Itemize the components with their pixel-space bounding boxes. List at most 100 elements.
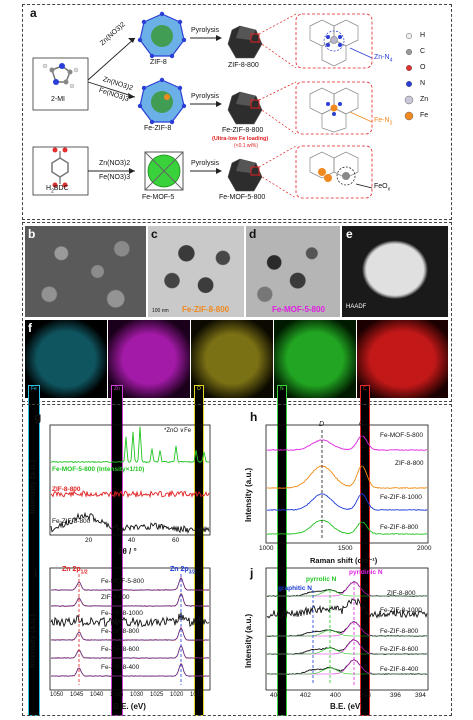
i-xlabel: B.E. (eV) [113, 702, 146, 711]
legend-zn: Zn [420, 96, 429, 103]
j-ylabel: Intensity (a.u.) [244, 613, 253, 668]
panel-h-label: h [250, 410, 258, 424]
g-series-fe-mof5: Fe-MOF-5-800 (Intensity×1/10) [52, 466, 145, 473]
i-peak-zn2p32: Zn 2p3/2 [170, 566, 196, 576]
j-series-fe-zif8-800: Fe-ZIF-8-800 [380, 628, 419, 635]
panel-a-graphic [32, 11, 414, 199]
legend-n: N [420, 80, 426, 87]
j-series-fe-zif8-400: Fe-ZIF-8-400 [380, 666, 419, 673]
i-series-fe-zif8-400: Fe-ZIF-8-400 [101, 664, 140, 671]
j-xlabel: B.E. (eV) [330, 702, 363, 711]
i-tick-1035: 1035 [110, 692, 124, 698]
i-series-fe-zif8-1000: Fe-ZIF-8-1000 [101, 610, 143, 617]
tem-image-c [148, 226, 244, 317]
j-tick-398: 398 [360, 692, 371, 699]
h-xlabel: Raman shift (cm⁻¹) [310, 556, 378, 565]
molecule-bdc-icon [51, 147, 69, 188]
legend-fe: Fe [420, 112, 429, 119]
haadf-label: HAADF [346, 304, 367, 310]
h-series-fe-zif8-800: Fe-ZIF-8-800 [380, 524, 419, 531]
i-tick-1040: 1040 [90, 692, 104, 698]
scalebar-c: 100 nm [152, 308, 169, 314]
mof-fe-mof5-label: Fe-MOF-5 [142, 194, 175, 201]
h-tick-1000: 1000 [259, 545, 274, 552]
product-fe-mof5-800: Fe-MOF-5-800 [219, 194, 266, 201]
g-tick-20: 20 [85, 537, 93, 544]
j-peak-pyrrolic: pyrrolic N [306, 576, 337, 583]
i-series-fe-zif8-600: Fe-ZIF-8-600 [101, 646, 140, 653]
site-feox-label: FeOx [374, 183, 391, 193]
j-peak-pyridinic: pyridinic N [349, 569, 383, 576]
product-fe-zif8-800: Fe-ZIF-8-800 [222, 127, 264, 134]
caption-fe-zif8-800: Fe-ZIF-8-800 [182, 305, 230, 314]
caption-fe-mof5-800: Fe-MOF-5-800 [272, 305, 325, 314]
panel-a-schematic [22, 4, 452, 220]
h-peak-g: G [359, 421, 365, 428]
g-ylabel: Intensity (a.u.) [28, 459, 37, 514]
h-tick-2000: 2000 [417, 545, 432, 552]
j-series-fe-zif8-1000: Fe-ZIF-8-1000 [380, 607, 422, 614]
lattice-zn-n4-icon [309, 19, 359, 67]
route3-reagent-zn: Zn(NO3)2 [99, 160, 131, 167]
i-tick-1015: 1015 [190, 692, 204, 698]
eds-map-c [357, 320, 448, 398]
h-tick-1500: 1500 [338, 545, 353, 552]
sem-image-b [25, 226, 146, 317]
j-peak-graphitic: graphitic N [278, 585, 312, 592]
panel-g-label: g [34, 410, 42, 424]
site-fe-n3-label: Fe-N3 [374, 117, 393, 127]
i-series-zif8-800: ZIF-8-800 [101, 594, 130, 601]
i-tick-1050: 1050 [50, 692, 64, 698]
zoom-box-zn-n4 [295, 13, 373, 69]
haadf-image-e [342, 226, 448, 317]
zif8-crystal-icon [137, 11, 187, 59]
lattice-fe-n3-icon [309, 87, 359, 133]
zoom-box-fe-n3 [295, 81, 373, 135]
tem-image-d [246, 226, 340, 317]
fe-mof5-800-particle-icon [227, 158, 263, 192]
pyrolysis-label-3: Pyrolysis [191, 160, 220, 167]
h-series-zif8-800: ZIF-8-800 [395, 460, 424, 467]
g-tick-40: 40 [128, 537, 136, 544]
h-series-fe-zif8-1000: Fe-ZIF-8-1000 [380, 494, 422, 501]
i-ylabel: Intensity (a.u.) [28, 613, 37, 668]
j-tick-396: 396 [390, 692, 401, 699]
panel-a-label: a [30, 6, 37, 20]
j-series-fe-zif8-600: Fe-ZIF-8-600 [380, 646, 419, 653]
i-tick-1020: 1020 [170, 692, 184, 698]
eds-map-n [274, 320, 356, 398]
j-tick-404: 404 [270, 692, 281, 699]
panel-e-label: e [346, 227, 353, 241]
g-series-fe-zif8-800: Fe-ZIF-8-800 [52, 518, 91, 525]
j-tick-394: 394 [415, 692, 426, 699]
precursor-bdc-label: H2BDC [46, 185, 69, 195]
fe-zif8-800-particle-icon [227, 91, 263, 125]
legend-c: C [420, 48, 426, 55]
site-zn-n4-label: Zn-N4 [374, 54, 393, 64]
route3-reagent-fe: Fe(NO3)3 [99, 174, 131, 181]
i-series-fe-zif8-800: Fe-ZIF-8-800 [101, 628, 140, 635]
precursor-2mi-label: 2-MI [51, 96, 65, 103]
panel-d-label: d [249, 227, 257, 241]
i-tick-1045: 1045 [70, 692, 84, 698]
panel-c-label: c [151, 227, 158, 241]
fe-zif8-crystal-icon [137, 77, 187, 125]
g-legend-markers: *ZnO ∨Fe [164, 428, 192, 434]
fe-mof5-crystal-icon [144, 151, 184, 191]
legend-o: O [420, 64, 426, 71]
i-peak-zn2p12: Zn 2p1/2 [62, 566, 88, 576]
panel-spectra [22, 404, 452, 716]
i-series-fe-mof5: Fe-MOF-5-800 [101, 578, 144, 585]
zoom-box-feox [295, 145, 373, 199]
h-peak-d: D [319, 421, 325, 428]
h-ylabel: Intensity (a.u.) [244, 467, 253, 522]
h-series-fe-mof5: Fe-MOF-5-800 [380, 432, 423, 439]
precursor-box-2mi [32, 57, 89, 111]
g-series-zif8-800: ZIF-8-800 [52, 486, 81, 493]
panel-j-label: j [250, 566, 254, 580]
pyrolysis-label-2: Pyrolysis [191, 93, 220, 100]
legend-h: H [420, 32, 426, 39]
j-series-zif8-800: ZIF-8-800 [387, 590, 416, 597]
panel-f-label: f [28, 321, 32, 335]
atom-legend [404, 32, 414, 121]
